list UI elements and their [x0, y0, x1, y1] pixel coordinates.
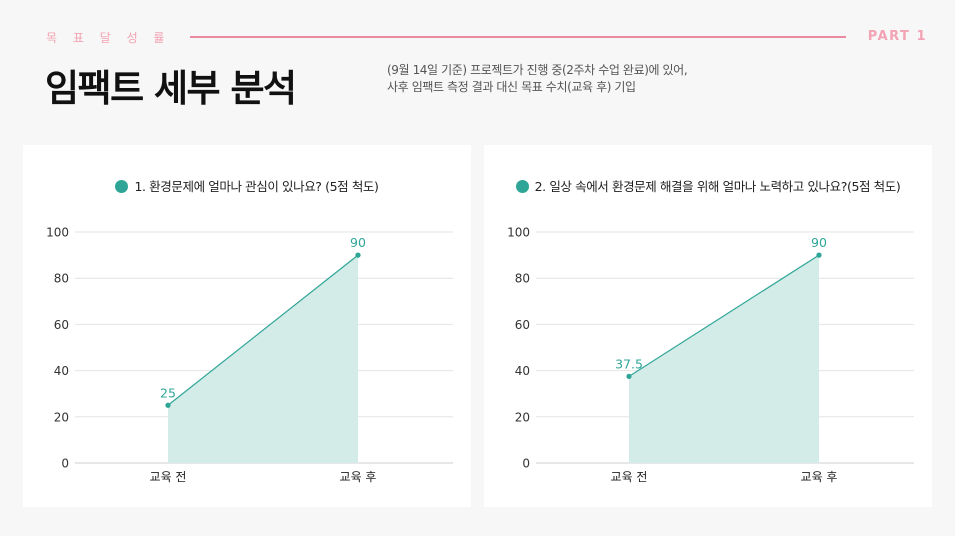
y-tick-label: 40	[515, 364, 530, 378]
data-label: 25	[160, 385, 176, 400]
chart-panel-1: 1. 환경문제에 얼마나 관심이 있나요? (5점 척도) 0 20 40 60 80 1…	[23, 145, 471, 507]
data-point	[165, 402, 171, 408]
y-tick-label: 100	[46, 226, 69, 240]
legend-dot-icon	[515, 180, 529, 193]
page-subtitle: (9월 14일 기준) 프로젝트가 진행 중(2주차 수업 완료)에 있어, 사…	[387, 62, 688, 96]
data-label: 90	[350, 235, 366, 250]
x-tick-label: 교육 후	[340, 470, 377, 484]
y-tick-label: 60	[54, 318, 69, 332]
part-label: PART 1	[867, 29, 927, 44]
subtitle-line-2: 사후 임팩트 측정 결과 대신 목표 수치(교육 후) 기입	[387, 80, 636, 94]
x-tick-label: 교육 전	[150, 470, 187, 484]
data-point	[355, 252, 361, 258]
legend-dot-icon	[115, 180, 129, 193]
y-tick-label: 0	[522, 457, 530, 471]
page-title: 임팩트 세부 분석	[45, 67, 297, 110]
header-divider	[190, 36, 846, 38]
subtitle-line-1: (9월 14일 기준) 프로젝트가 진행 중(2주차 수업 완료)에 있어,	[387, 63, 688, 77]
chart-2-title-text: 2. 일상 속에서 환경문제 해결을 위해 얼마나 노력하고 있나요?(5점 척…	[534, 179, 901, 194]
x-tick-label: 교육 전	[611, 470, 648, 484]
chart-2-title: 2. 일상 속에서 환경문제 해결을 위해 얼마나 노력하고 있나요?(5점 척…	[484, 176, 932, 195]
chart-1-title-text: 1. 환경문제에 얼마나 관심이 있나요? (5점 척도)	[134, 179, 379, 194]
data-point	[626, 373, 632, 379]
y-tick-label: 100	[507, 226, 530, 240]
chart-2-svg: 0 20 40 60 80 100 교육 전 교육 후 37.5 90	[507, 226, 914, 484]
y-tick-label: 0	[61, 457, 69, 471]
data-label: 37.5	[615, 356, 643, 371]
y-tick-label: 80	[54, 272, 69, 286]
y-tick-label: 20	[54, 410, 69, 424]
series-line	[628, 254, 820, 377]
data-point	[816, 252, 822, 258]
chart-1-title: 1. 환경문제에 얼마나 관심이 있나요? (5점 척도)	[23, 176, 471, 195]
x-tick-label: 교육 후	[801, 470, 838, 484]
series-line	[167, 254, 359, 406]
y-tick-label: 20	[515, 410, 530, 424]
series-area	[629, 255, 819, 463]
chart-1-svg: 0 20 40 60 80 100 교육 전 교육 후 25 90	[46, 226, 453, 484]
chart-panel-2: 2. 일상 속에서 환경문제 해결을 위해 얼마나 노력하고 있나요?(5점 척…	[484, 145, 932, 507]
data-label: 90	[811, 235, 827, 250]
y-tick-label: 60	[515, 318, 530, 332]
series-area	[168, 255, 358, 463]
y-tick-label: 80	[515, 272, 530, 286]
section-kicker: 목 표 달 성 률	[46, 31, 171, 45]
y-tick-label: 40	[54, 364, 69, 378]
